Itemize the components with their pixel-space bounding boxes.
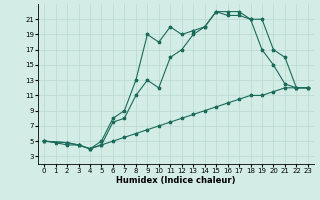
X-axis label: Humidex (Indice chaleur): Humidex (Indice chaleur) bbox=[116, 176, 236, 185]
